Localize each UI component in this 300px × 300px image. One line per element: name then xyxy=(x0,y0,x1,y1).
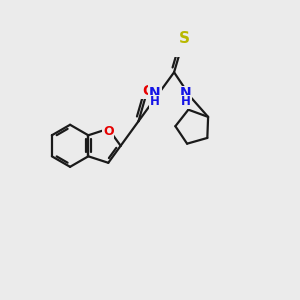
Text: N: N xyxy=(149,85,161,100)
Text: O: O xyxy=(103,125,114,138)
Text: H: H xyxy=(150,95,160,108)
Text: N: N xyxy=(180,86,192,100)
Text: O: O xyxy=(142,84,154,98)
Text: S: S xyxy=(179,31,190,46)
Text: H: H xyxy=(181,95,191,108)
